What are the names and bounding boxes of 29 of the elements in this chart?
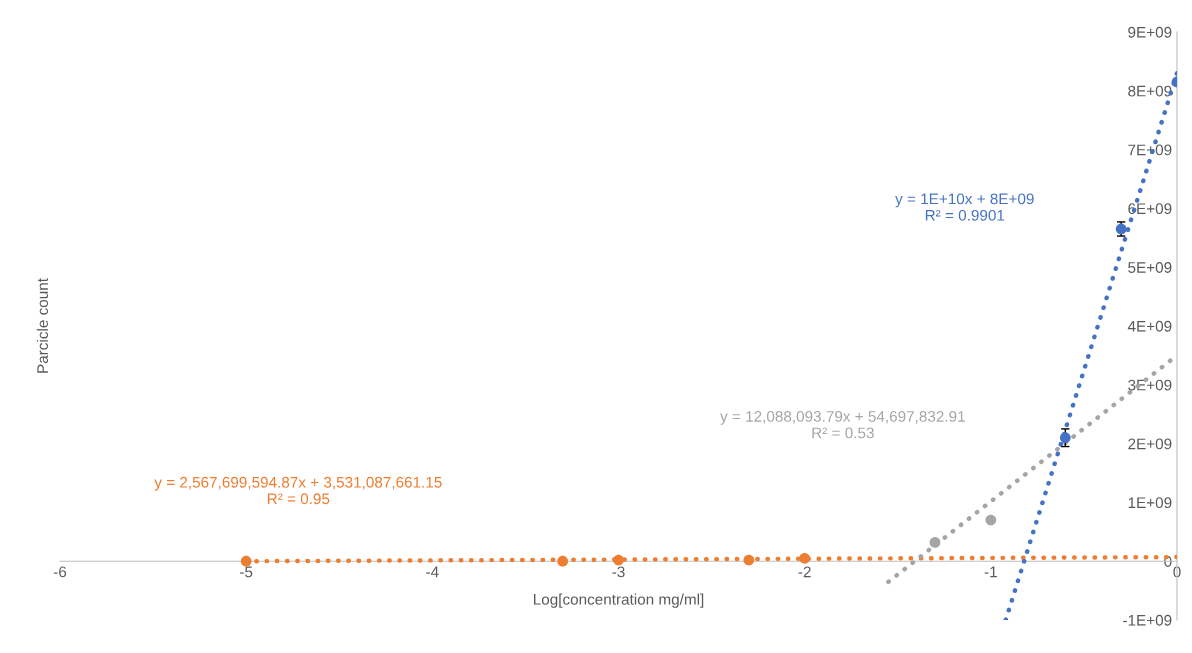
y-tick-label: -1E+09 xyxy=(1123,614,1172,626)
x-tick-label: 0 xyxy=(1173,566,1181,578)
annotation: y = 2,567,699,594.87x + 3,531,087,661.15 R² = 0.95 xyxy=(154,476,442,505)
y-tick-label: 9E+09 xyxy=(1128,26,1172,38)
point xyxy=(557,555,569,567)
y-tick-label: 6E+09 xyxy=(1128,203,1172,215)
point xyxy=(743,554,755,566)
x-tick-label: -3 xyxy=(612,566,625,578)
y-tick-label: 4E+09 xyxy=(1127,320,1172,332)
y-tick-label: 2E+09 xyxy=(1128,438,1172,450)
x-tick-label: -6 xyxy=(53,566,67,578)
x-tick-label: -1 xyxy=(984,566,997,578)
y-tick-label: 8E+09 xyxy=(1128,85,1172,97)
point xyxy=(613,554,624,566)
y-tick-label: 1E+09 xyxy=(1128,497,1172,509)
y-tick-label: 7E+09 xyxy=(1128,144,1172,156)
y-tick-label: 5E+09 xyxy=(1128,262,1172,273)
x-tick-label: -5 xyxy=(240,566,253,578)
x-tick-label: -4 xyxy=(426,566,439,578)
x-tick-label: -2 xyxy=(798,566,811,578)
point xyxy=(799,552,811,564)
point xyxy=(985,514,997,526)
point xyxy=(929,537,941,548)
x-axis-title: Log[concentration mg/ml] xyxy=(533,593,704,608)
point xyxy=(1059,432,1071,444)
annotation: y = 12,088,093.79x + 54,697,832.91 R² = 0.53 xyxy=(720,411,965,439)
y-axis-title: Parcicle count xyxy=(36,278,49,373)
point xyxy=(240,555,252,567)
annotation: y = 1E+10x + 8E+09 R² = 0.9901 xyxy=(895,193,1034,221)
